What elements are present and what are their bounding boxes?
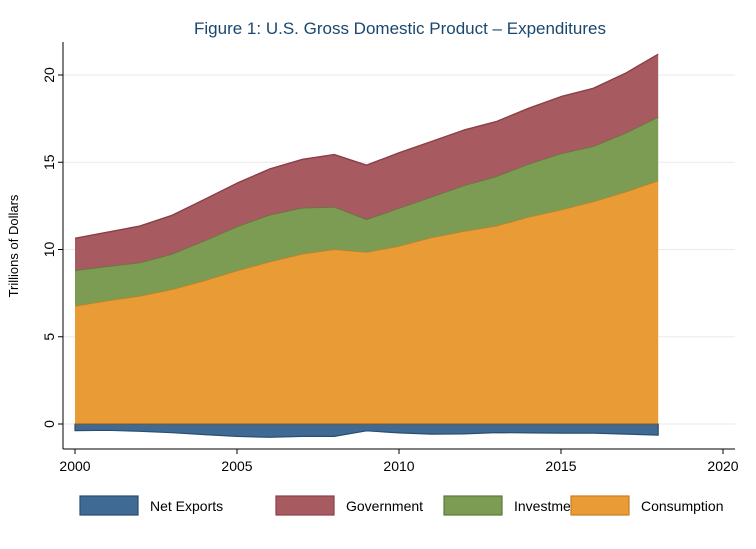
legend-swatch-consumption bbox=[570, 495, 630, 516]
legend-swatch-government bbox=[275, 495, 335, 516]
y-tick-label-0: 0 bbox=[41, 420, 57, 428]
area-net-exports bbox=[74, 423, 659, 438]
area-edge-government bbox=[74, 53, 659, 239]
area-government bbox=[75, 54, 659, 271]
chart-title: Figure 1: U.S. Gross Domestic Product – … bbox=[194, 19, 606, 38]
legend-label-investment: Investment bbox=[514, 498, 583, 514]
x-tick-label-2010: 2010 bbox=[383, 458, 414, 474]
y-tick-label-15: 15 bbox=[41, 154, 57, 170]
y-tick-label-5: 5 bbox=[41, 333, 57, 341]
x-tick-label-2020: 2020 bbox=[707, 458, 738, 474]
y-tick-label-20: 20 bbox=[41, 67, 57, 83]
y-tick-label-10: 10 bbox=[41, 242, 57, 258]
legend-item-net-exports: Net Exports bbox=[79, 495, 223, 516]
legend-item-consumption: Consumption bbox=[570, 495, 724, 516]
legend-swatch-investment bbox=[443, 495, 503, 516]
area-consumption bbox=[75, 180, 659, 424]
x-tick-label-2005: 2005 bbox=[221, 458, 252, 474]
x-tick-label-2000: 2000 bbox=[59, 458, 90, 474]
axes: 0 5 10 15 20 2000 2005 2010 2015 2020 bbox=[41, 42, 739, 474]
legend-item-government: Government bbox=[275, 495, 423, 516]
legend-item-investment: Investment bbox=[443, 495, 583, 516]
legend: Net Exports Government Investment Consumpti… bbox=[79, 495, 724, 516]
legend-label-government: Government bbox=[346, 498, 423, 514]
legend-label-consumption: Consumption bbox=[641, 498, 724, 514]
area-investment bbox=[75, 116, 659, 306]
x-tick-label-2015: 2015 bbox=[545, 458, 576, 474]
plot-area bbox=[63, 53, 735, 438]
y-axis-title: Trillions of Dollars bbox=[6, 194, 21, 297]
legend-swatch-net-exports bbox=[79, 495, 139, 516]
legend-label-net-exports: Net Exports bbox=[150, 498, 223, 514]
